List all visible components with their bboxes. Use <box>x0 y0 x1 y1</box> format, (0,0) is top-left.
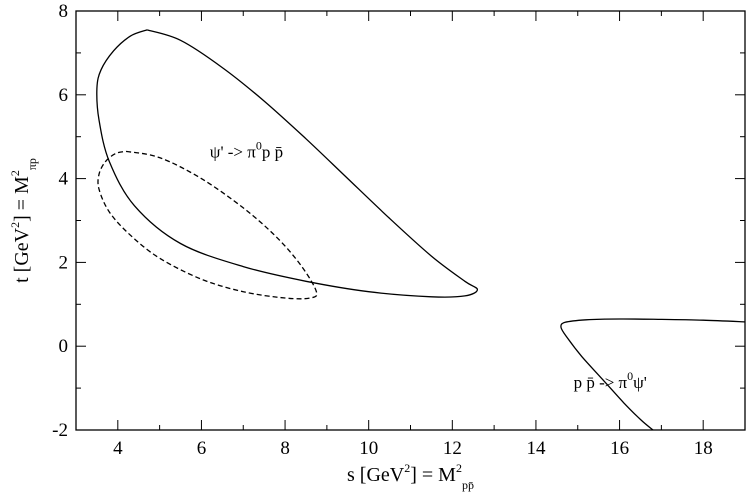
x-tick-label: 6 <box>197 438 207 459</box>
x-tick-label: 16 <box>610 438 629 459</box>
x-tick-label: 14 <box>526 438 546 459</box>
y-tick-label: 8 <box>59 1 69 22</box>
y-tick-label: 6 <box>59 85 69 106</box>
ticks: 4 6 8 10 12 14 16 18 -2 0 2 4 6 8 <box>52 1 746 459</box>
series-2-line <box>97 150 318 300</box>
series-1-line <box>96 29 479 298</box>
x-tick-label: 10 <box>359 438 378 459</box>
x-tick-label: 4 <box>113 438 123 459</box>
series-3-line <box>560 318 745 430</box>
x-tick-label: 12 <box>443 438 462 459</box>
y-tick-label: 0 <box>59 336 69 357</box>
x-tick-label: 8 <box>280 438 290 459</box>
plot-frame <box>75 10 746 431</box>
y-tick-label: 2 <box>59 252 69 273</box>
x-tick-label: 18 <box>694 438 713 459</box>
curves <box>96 29 745 430</box>
y-tick-label: 4 <box>59 169 69 190</box>
annotation-annihilation: p p̄ -> π0ψ' <box>574 369 647 392</box>
annotation-decay: ψ' -> π0p p̄ <box>210 139 283 162</box>
x-axis-label: s [GeV2] = M2pp̄ <box>347 461 474 492</box>
y-tick-label: -2 <box>52 420 68 441</box>
y-axis-label: t [GeV2] = M2πp <box>8 158 39 283</box>
